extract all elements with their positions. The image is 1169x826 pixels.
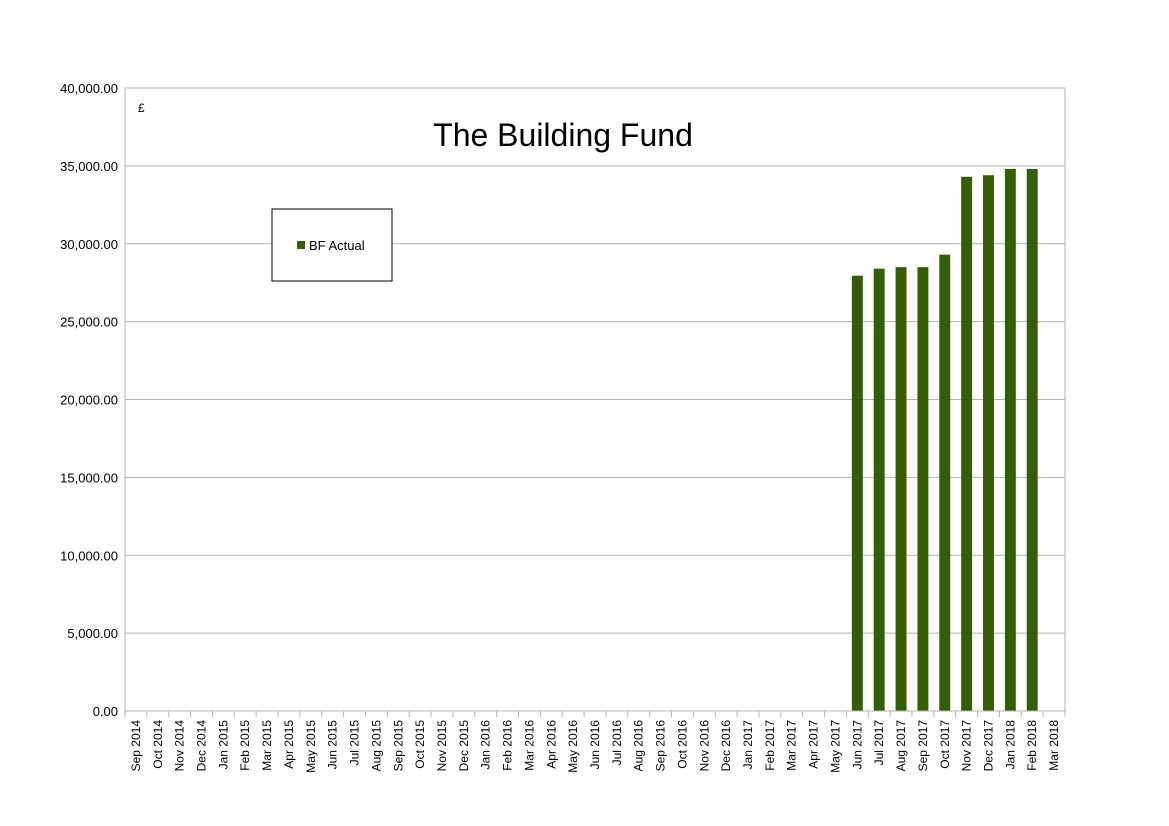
x-tick-label: Nov 2017 xyxy=(960,720,974,772)
x-tick-label: Aug 2016 xyxy=(632,720,646,772)
x-tick-label: May 2016 xyxy=(566,720,580,773)
legend-swatch xyxy=(297,241,305,249)
x-tick-label: Feb 2018 xyxy=(1025,720,1039,771)
bars xyxy=(851,168,1038,712)
x-tick-label: Dec 2017 xyxy=(981,720,995,772)
x-tick-label: Jun 2016 xyxy=(588,720,602,770)
x-tick-label: Jul 2017 xyxy=(872,720,886,766)
chart-title: The Building Fund xyxy=(433,117,693,153)
bar xyxy=(1026,168,1038,712)
x-tick-label: Jun 2015 xyxy=(326,720,340,770)
x-tick-label: Nov 2016 xyxy=(697,720,711,772)
y-tick-label: 15,000.00 xyxy=(60,470,118,485)
x-tick-label: Jan 2016 xyxy=(479,720,493,770)
bar xyxy=(939,254,951,711)
x-tick-label: Jan 2018 xyxy=(1003,720,1017,770)
x-tick-label: Oct 2017 xyxy=(938,720,952,769)
x-tick-label: Feb 2017 xyxy=(763,720,777,771)
x-tick-label: Jun 2017 xyxy=(850,720,864,770)
y-tick-label: 20,000.00 xyxy=(60,393,118,408)
x-tick-label: Apr 2017 xyxy=(807,720,821,769)
x-tick-label: Sep 2017 xyxy=(916,720,930,772)
x-tick-label: Jul 2015 xyxy=(348,720,362,766)
legend: BF Actual xyxy=(271,208,393,282)
legend-box xyxy=(271,208,393,282)
x-tick-label: Feb 2016 xyxy=(501,720,515,771)
x-tick-label: Sep 2016 xyxy=(654,720,668,772)
x-tick-label: Oct 2014 xyxy=(151,720,165,769)
bar xyxy=(917,267,929,711)
y-axis-ticks: 0.00 5,000.00 10,000.00 15,000.00 20,000.00 2… xyxy=(60,81,118,719)
bar xyxy=(983,175,994,712)
x-tick-label: May 2017 xyxy=(828,720,842,773)
bar xyxy=(895,267,907,711)
x-tick-label: Mar 2015 xyxy=(260,720,274,771)
x-tick-label: Jan 2017 xyxy=(741,720,755,770)
bar xyxy=(1004,168,1016,712)
y-tick-label: 30,000.00 xyxy=(60,237,118,252)
x-tick-label: Oct 2016 xyxy=(675,720,689,769)
x-tick-label: Mar 2016 xyxy=(522,720,536,771)
legend-label: BF Actual xyxy=(309,238,365,253)
y-tick-label: 10,000.00 xyxy=(60,548,118,563)
x-tick-label: Dec 2016 xyxy=(719,720,733,772)
x-axis-ticks: Sep 2014 Oct 2014 Nov 2014 Dec 2014 Jan 2015… xyxy=(124,711,1066,773)
y-tick-label: 40,000.00 xyxy=(60,81,118,96)
x-tick-label: Sep 2015 xyxy=(391,720,405,772)
x-tick-label: Aug 2015 xyxy=(369,720,383,772)
x-tick-label: Apr 2016 xyxy=(544,720,558,769)
x-tick-label: Mar 2017 xyxy=(785,720,799,771)
x-tick-label: Oct 2015 xyxy=(413,720,427,769)
x-tick-label: Dec 2014 xyxy=(195,720,209,772)
x-tick-label: Aug 2017 xyxy=(894,720,908,772)
unit-label: £ xyxy=(138,101,145,115)
x-tick-label: Jan 2015 xyxy=(216,720,230,770)
x-tick-label: Mar 2018 xyxy=(1047,720,1061,771)
x-tick-label: Sep 2014 xyxy=(129,720,143,772)
y-tick-label: 25,000.00 xyxy=(60,315,118,330)
x-tick-label: Dec 2015 xyxy=(457,720,471,772)
bar xyxy=(961,176,973,712)
y-tick-label: 0.00 xyxy=(93,704,118,719)
x-tick-label: Jul 2016 xyxy=(610,720,624,766)
bar xyxy=(851,275,863,711)
x-tick-label: May 2015 xyxy=(304,720,318,773)
y-tick-label: 35,000.00 xyxy=(60,159,118,174)
x-tick-label: Feb 2015 xyxy=(238,720,252,771)
x-tick-label: Apr 2015 xyxy=(282,720,296,769)
x-tick-label: Nov 2014 xyxy=(173,720,187,772)
y-tick-label: 5,000.00 xyxy=(67,626,118,641)
x-tick-label: Nov 2015 xyxy=(435,720,449,772)
bar xyxy=(873,268,885,711)
